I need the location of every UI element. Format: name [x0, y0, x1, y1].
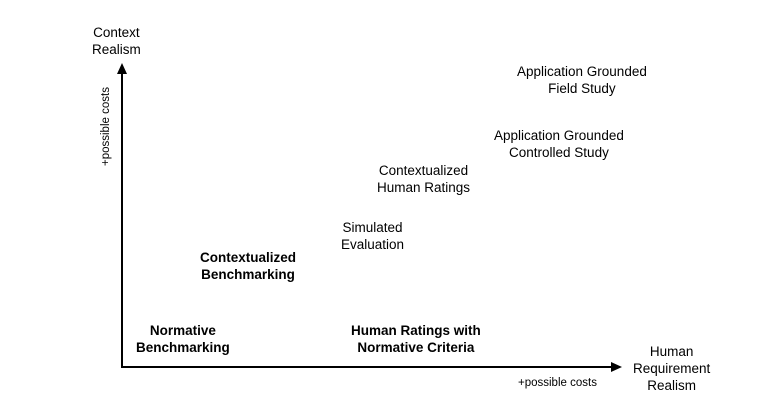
node-line: Contextualized — [200, 250, 297, 265]
y-axis-title-line-1: Context — [93, 25, 140, 40]
node-line: Human Ratings — [377, 180, 471, 195]
node-line: Simulated — [342, 220, 403, 235]
y-axis-note: +possible costs — [100, 87, 112, 166]
x-axis-title-line-1: Human — [649, 344, 694, 359]
node-line: Contextualized — [378, 163, 469, 178]
node-human-ratings-normative: Human Ratings with Normative Criteria — [351, 322, 481, 356]
node-line: Benchmarking — [201, 267, 295, 282]
y-axis-arrowhead — [117, 63, 127, 74]
node-line: Controlled Study — [509, 145, 609, 160]
node-line: Normative Criteria — [357, 340, 475, 355]
x-axis-title-line-3: Realism — [647, 378, 697, 393]
x-axis-title: Human Requirement Realism — [633, 343, 710, 394]
x-axis-note: +possible costs — [518, 377, 597, 389]
node-line: Application Grounded — [517, 64, 647, 79]
x-axis-arrowhead — [611, 362, 622, 372]
node-line: Application Grounded — [494, 128, 624, 143]
node-contextualized-human-ratings: Contextualized Human Ratings — [377, 162, 470, 196]
node-line: Field Study — [548, 81, 616, 96]
node-line: Evaluation — [341, 237, 405, 252]
y-axis-title-line-2: Realism — [92, 42, 141, 57]
node-normative-benchmarking: Normative Benchmarking — [136, 322, 230, 356]
node-simulated-evaluation: Simulated Evaluation — [341, 219, 404, 253]
node-line: Benchmarking — [136, 340, 230, 355]
node-application-grounded-controlled: Application Grounded Controlled Study — [494, 127, 624, 161]
y-axis-title: Context Realism — [92, 24, 141, 58]
node-contextualized-benchmarking: Contextualized Benchmarking — [200, 249, 296, 283]
node-application-grounded-field: Application Grounded Field Study — [517, 63, 647, 97]
node-line: Normative — [149, 323, 216, 338]
node-line: Human Ratings with — [351, 323, 481, 338]
x-axis-title-line-2: Requirement — [633, 361, 711, 376]
